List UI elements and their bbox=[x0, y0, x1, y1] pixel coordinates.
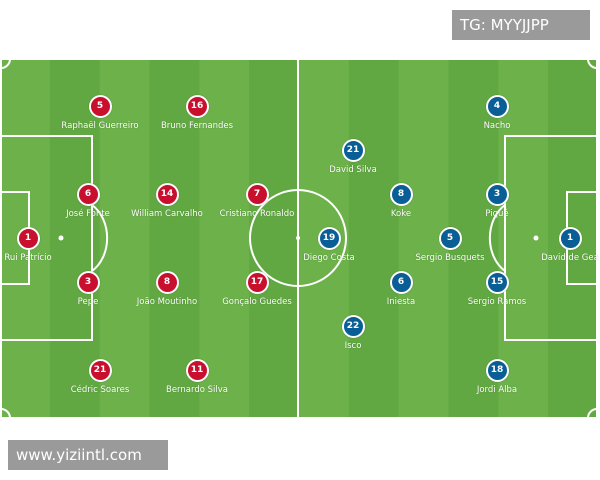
player-number: 7 bbox=[245, 183, 269, 206]
player-marker: 15 Sergio Ramos bbox=[437, 271, 557, 307]
player-number: 17 bbox=[245, 271, 269, 294]
player-number: 1 bbox=[16, 227, 40, 250]
player-name: Iniesta bbox=[386, 297, 416, 307]
player-marker: 21 David Silva bbox=[293, 139, 413, 175]
player-name: Sergio Busquets bbox=[415, 253, 485, 263]
player-number: 6 bbox=[389, 271, 413, 294]
player-marker: 5 Sergio Busquets bbox=[390, 227, 510, 263]
player-number: 3 bbox=[76, 271, 100, 294]
pitch-stripe bbox=[149, 58, 201, 419]
player-marker: 6 José Fonte bbox=[28, 183, 148, 219]
player-marker: 17 Gonçalo Guedes bbox=[197, 271, 317, 307]
player-name: Cédric Soares bbox=[70, 385, 130, 395]
player-name: Gonçalo Guedes bbox=[222, 297, 292, 307]
watermark-top: TG: MYYJJPP bbox=[452, 10, 590, 40]
left-penalty-spot bbox=[58, 235, 64, 241]
player-marker: 5 Raphaël Guerreiro bbox=[40, 95, 160, 131]
player-marker: 1 Rui Patrício bbox=[0, 227, 88, 263]
player-name: Isco bbox=[344, 341, 362, 351]
player-marker: 11 Bernardo Silva bbox=[137, 359, 257, 395]
pitch-stripe bbox=[249, 58, 300, 419]
player-number: 11 bbox=[185, 359, 209, 382]
player-name: José Fonte bbox=[66, 209, 110, 219]
player-name: Piqué bbox=[485, 209, 509, 219]
corner-arcs bbox=[0, 58, 598, 419]
player-name: Bernardo Silva bbox=[165, 385, 228, 395]
player-number: 21 bbox=[88, 359, 112, 382]
player-number: 15 bbox=[485, 271, 509, 294]
player-number: 21 bbox=[341, 139, 365, 162]
player-marker: 19 Diego Costa bbox=[269, 227, 389, 263]
player-number: 6 bbox=[76, 183, 100, 206]
player-name: Sergio Ramos bbox=[467, 297, 527, 307]
player-marker: 8 João Moutinho bbox=[107, 271, 227, 307]
player-number: 4 bbox=[485, 95, 509, 118]
left-penalty-arc bbox=[91, 204, 109, 272]
player-name: David de Gea bbox=[541, 253, 599, 263]
player-number: 5 bbox=[438, 227, 462, 250]
player-marker: 22 Isco bbox=[293, 315, 413, 351]
player-name: David Silva bbox=[329, 165, 377, 175]
player-name: Bruno Fernandes bbox=[160, 121, 234, 131]
player-name: Diego Costa bbox=[303, 253, 355, 263]
player-marker: 16 Bruno Fernandes bbox=[137, 95, 257, 131]
player-number: 19 bbox=[317, 227, 341, 250]
player-marker: 4 Nacho bbox=[437, 95, 557, 131]
football-pitch bbox=[0, 58, 598, 419]
player-name: William Carvalho bbox=[131, 209, 203, 219]
right-penalty-spot bbox=[533, 235, 539, 241]
player-marker: 6 Iniesta bbox=[341, 271, 461, 307]
player-name: Cristiano Ronaldo bbox=[219, 209, 295, 219]
player-number: 22 bbox=[341, 315, 365, 338]
player-marker: 3 Pepe bbox=[28, 271, 148, 307]
player-name: Raphaël Guerreiro bbox=[61, 121, 139, 131]
player-name: Rui Patrício bbox=[4, 253, 52, 263]
player-name: João Moutinho bbox=[136, 297, 198, 307]
player-number: 18 bbox=[485, 359, 509, 382]
player-number: 5 bbox=[88, 95, 112, 118]
player-marker: 7 Cristiano Ronaldo bbox=[197, 183, 317, 219]
player-number: 3 bbox=[485, 183, 509, 206]
player-number: 8 bbox=[155, 271, 179, 294]
player-number: 1 bbox=[558, 227, 582, 250]
pitch-stripe bbox=[99, 58, 151, 419]
player-marker: 18 Jordi Alba bbox=[437, 359, 557, 395]
player-name: Jordi Alba bbox=[476, 385, 518, 395]
center-circle bbox=[249, 189, 347, 287]
pitch-stripe bbox=[348, 58, 400, 419]
player-number: 16 bbox=[185, 95, 209, 118]
player-marker: 3 Piqué bbox=[437, 183, 557, 219]
watermark-bottom: www.yiziintl.com bbox=[8, 440, 168, 470]
player-marker: 21 Cédric Soares bbox=[40, 359, 160, 395]
player-marker: 1 David de Gea bbox=[510, 227, 600, 263]
right-penalty-arc bbox=[488, 204, 506, 272]
pitch-stripe bbox=[199, 58, 251, 419]
player-number: 14 bbox=[155, 183, 179, 206]
pitch-stripe bbox=[498, 58, 550, 419]
player-marker: 8 Koke bbox=[341, 183, 461, 219]
player-name: Nacho bbox=[483, 121, 511, 131]
player-name: Koke bbox=[390, 209, 412, 219]
player-number: 8 bbox=[389, 183, 413, 206]
center-spot bbox=[296, 236, 300, 240]
player-marker: 14 William Carvalho bbox=[107, 183, 227, 219]
player-name: Pepe bbox=[77, 297, 99, 307]
